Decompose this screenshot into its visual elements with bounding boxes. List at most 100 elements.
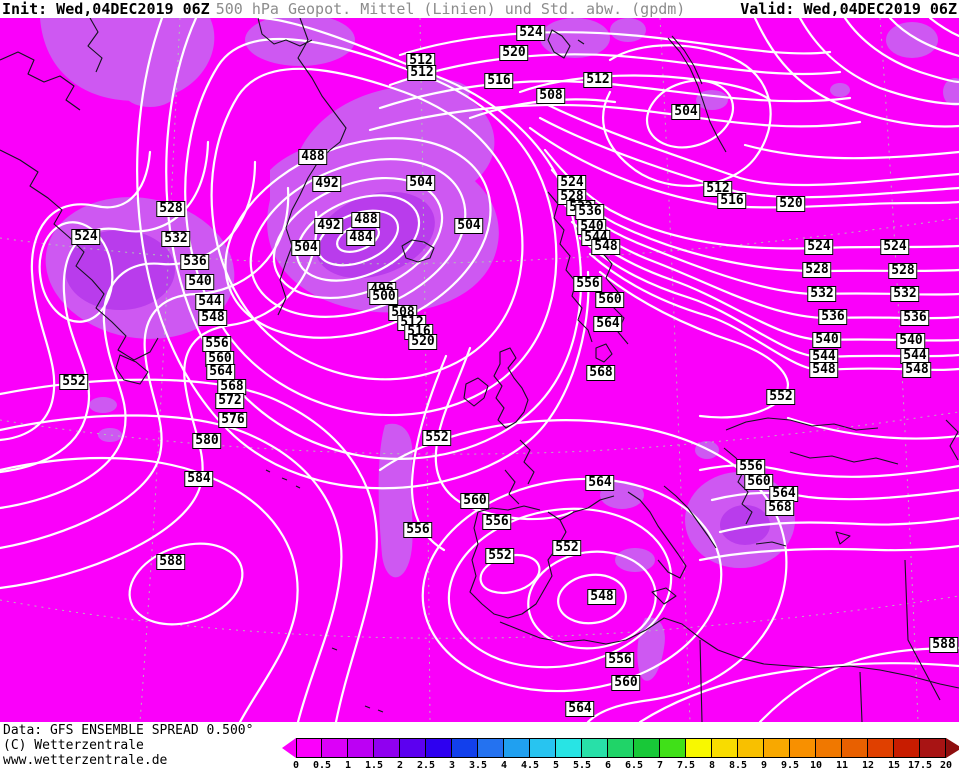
contour-label: 524 (804, 239, 834, 255)
contour-label: 556 (736, 459, 766, 475)
contour-label: 512 (407, 65, 437, 81)
colorbar-segment (764, 738, 790, 758)
colorbar-tick: 8 (708, 760, 716, 770)
contour-label: 540 (896, 333, 926, 349)
colorbar-tick: 5.5 (572, 760, 592, 770)
contour-label: 524 (557, 175, 587, 191)
contour-label: 548 (198, 310, 228, 326)
contour-label: 556 (202, 336, 232, 352)
contour-label: 560 (460, 493, 490, 509)
contour-label: 564 (565, 701, 595, 717)
colorbar-tick: 7 (656, 760, 664, 770)
contour-label: 564 (585, 475, 615, 491)
contour-label: 536 (180, 254, 210, 270)
contour-label: 552 (59, 374, 89, 390)
contour-label: 588 (156, 554, 186, 570)
colorbar-arrow-right (946, 738, 959, 758)
colorbar-segment (868, 738, 894, 758)
contour-label: 556 (573, 276, 603, 292)
contour-label: 504 (406, 175, 436, 191)
contour-label: 560 (744, 474, 774, 490)
contour-label: 516 (484, 73, 514, 89)
colorbar-segment (582, 738, 608, 758)
contour-label: 548 (591, 239, 621, 255)
title-bar: Init: Wed,04DEC2019 06Z 500 hPa Geopot. … (0, 0, 959, 18)
colorbar-tick: 2.5 (416, 760, 436, 770)
colorbar-segment (478, 738, 504, 758)
data-source-line: Data: GFS ENSEMBLE SPREAD 0.500° (3, 723, 254, 738)
contour-label: 520 (776, 196, 806, 212)
spread-colorbar: 0 0.5 1 1.5 2 2.5 3 3.5 4 4.5 5 5.5 6 6.5 7 7.5 8 8.5 9 9.5… (282, 738, 959, 770)
contour-label: 536 (900, 310, 930, 326)
colorbar-segment (296, 738, 322, 758)
contour-label: 588 (929, 637, 959, 653)
init-time-label: Init: Wed,04DEC2019 06Z (2, 0, 210, 18)
contour-label: 548 (902, 362, 932, 378)
copyright-line: (C) Wetterzentrale (3, 738, 144, 753)
contour-label: 572 (215, 393, 245, 409)
contour-label: 524 (71, 229, 101, 245)
contour-label: 528 (156, 201, 186, 217)
colorbar-segment (608, 738, 634, 758)
coastlines (0, 18, 959, 722)
colorbar-arrow-left (282, 738, 296, 758)
contour-label: 556 (605, 652, 635, 668)
colorbar-segment (790, 738, 816, 758)
colorbar-segment (530, 738, 556, 758)
colorbar-segment (374, 738, 400, 758)
contour-label: 504 (454, 218, 484, 234)
contour-label: 536 (575, 204, 605, 220)
colorbar-tick: 1 (344, 760, 352, 770)
colorbar-segment (504, 738, 530, 758)
contour-labels-layer: 4884924924884845045045044965005085125165… (0, 18, 959, 722)
colorbar-tick: 0 (292, 760, 300, 770)
contour-label: 532 (890, 286, 920, 302)
colorbar-tick: 20 (939, 760, 953, 770)
contour-label: 488 (298, 149, 328, 165)
contour-label: 484 (346, 230, 376, 246)
colorbar-segment (920, 738, 946, 758)
colorbar-tick: 15 (887, 760, 901, 770)
colorbar-segment (322, 738, 348, 758)
colorbar-tick: 11 (835, 760, 849, 770)
contour-label: 528 (802, 262, 832, 278)
colorbar-tick: 3.5 (468, 760, 488, 770)
colorbar-tick: 0.5 (312, 760, 332, 770)
contour-label: 568 (586, 365, 616, 381)
contour-label: 552 (422, 430, 452, 446)
map-title: 500 hPa Geopot. Mittel (Linien) und Std.… (215, 0, 686, 18)
colorbar-segment (634, 738, 660, 758)
colorbar-tick: 6 (604, 760, 612, 770)
colorbar-segment (426, 738, 452, 758)
contour-label: 532 (161, 231, 191, 247)
contour-label: 520 (408, 334, 438, 350)
contour-label: 492 (312, 176, 342, 192)
contour-label: 560 (611, 675, 641, 691)
contour-label: 580 (192, 433, 222, 449)
contour-label: 548 (809, 362, 839, 378)
colorbar-segment (842, 738, 868, 758)
colorbar-tick: 4 (500, 760, 508, 770)
colorbar-tick: 2 (396, 760, 404, 770)
colorbar-segment (686, 738, 712, 758)
colorbar-tick: 12 (861, 760, 875, 770)
contour-label: 508 (536, 88, 566, 104)
contour-label: 544 (809, 349, 839, 365)
contour-label: 516 (717, 193, 747, 209)
colorbar-segment (894, 738, 920, 758)
contour-label: 564 (206, 364, 236, 380)
contour-label: 548 (587, 589, 617, 605)
contour-label: 524 (880, 239, 910, 255)
colorbar-segment (452, 738, 478, 758)
contour-label: 512 (703, 181, 733, 197)
contour-label: 564 (769, 486, 799, 502)
contour-label: 552 (552, 540, 582, 556)
contour-label: 536 (818, 309, 848, 325)
colorbar-segment (556, 738, 582, 758)
colorbar-tick: 17.5 (907, 760, 933, 770)
colorbar-segment (348, 738, 374, 758)
contour-label: 556 (403, 522, 433, 538)
colorbar-tick: 5 (552, 760, 560, 770)
contour-label: 560 (595, 292, 625, 308)
contour-label: 520 (499, 45, 529, 61)
